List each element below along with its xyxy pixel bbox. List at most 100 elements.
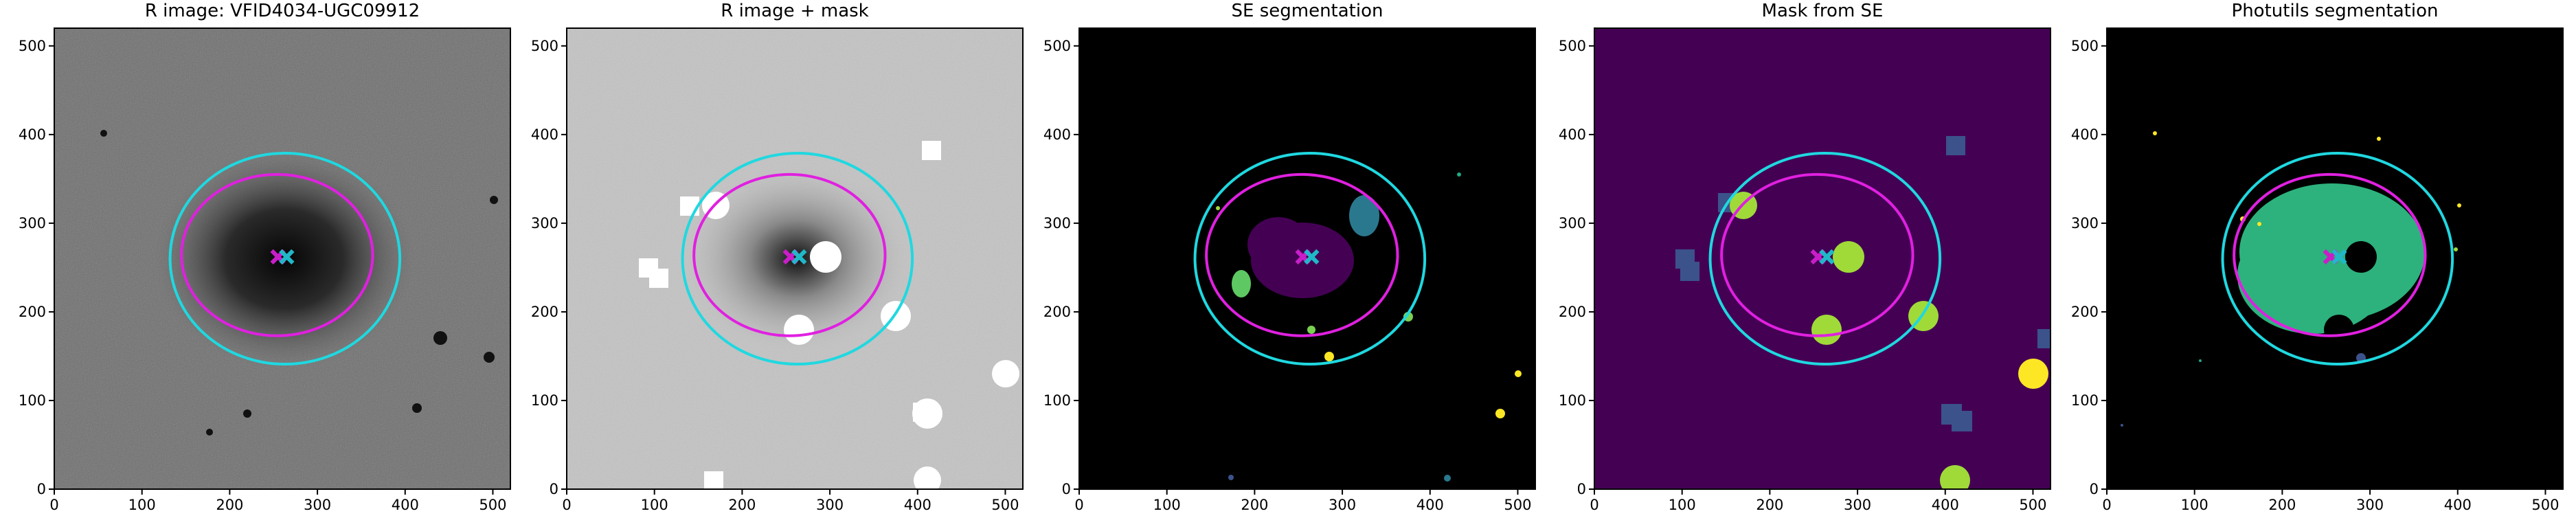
segment bbox=[1349, 195, 1379, 236]
aperture-ellipse bbox=[2221, 151, 2454, 366]
center-marker bbox=[1819, 249, 1835, 265]
panel-title: R image + mask bbox=[721, 1, 869, 21]
y-tick-label: 100 bbox=[1043, 392, 1071, 409]
x-tick-label: 0 bbox=[2102, 497, 2111, 513]
x-tick-label: 200 bbox=[728, 497, 756, 513]
aperture-ellipse bbox=[168, 151, 402, 366]
y-tick-label: 0 bbox=[37, 481, 46, 497]
aperture-ellipse bbox=[692, 172, 887, 337]
y-tick-label: 0 bbox=[1577, 481, 1586, 497]
image-panel bbox=[2107, 28, 2563, 489]
segment bbox=[2237, 217, 2388, 334]
y-tick-label: 0 bbox=[2090, 481, 2099, 497]
x-tick-label: 0 bbox=[562, 497, 571, 513]
y-tick-label: 100 bbox=[19, 392, 46, 409]
x-tick-label: 300 bbox=[816, 497, 844, 513]
x-tick-label: 100 bbox=[128, 497, 156, 513]
y-tick-label: 200 bbox=[1043, 304, 1071, 320]
center-marker bbox=[791, 249, 807, 265]
x-tick-label: 0 bbox=[1590, 497, 1598, 513]
y-tick-label: 0 bbox=[1062, 481, 1071, 497]
center-marker bbox=[2331, 249, 2347, 265]
x-tick-label: 300 bbox=[1329, 497, 1356, 513]
axes-frame bbox=[54, 27, 511, 490]
x-tick-label: 0 bbox=[1074, 497, 1083, 513]
y-tick-label: 200 bbox=[2071, 304, 2099, 320]
x-tick-label: 200 bbox=[2268, 497, 2296, 513]
mask-circles bbox=[1730, 192, 1970, 489]
center-marker bbox=[1304, 249, 1320, 265]
segment bbox=[1232, 270, 1251, 297]
y-tick-label: 100 bbox=[2071, 392, 2099, 409]
masked-hole bbox=[2345, 241, 2377, 273]
mask-boxes bbox=[1675, 136, 2050, 431]
y-tick-label: 0 bbox=[550, 481, 558, 497]
panel-title: R image: VFID4034-UGC09912 bbox=[145, 1, 420, 21]
x-tick-label: 100 bbox=[1153, 497, 1181, 513]
x-tick-label: 400 bbox=[904, 497, 931, 513]
panel-title: Mask from SE bbox=[1762, 1, 1884, 21]
aperture-ellipse bbox=[1193, 151, 1427, 366]
x-tick-label: 200 bbox=[216, 497, 243, 513]
y-tick-label: 500 bbox=[2071, 38, 2099, 54]
x-tick-label: 400 bbox=[2444, 497, 2472, 513]
x-tick-label: 500 bbox=[2019, 497, 2046, 513]
segment bbox=[1247, 217, 1309, 272]
x-tick-label: 0 bbox=[49, 497, 58, 513]
y-tick-label: 300 bbox=[531, 215, 558, 232]
x-tick-label: 300 bbox=[1844, 497, 1871, 513]
axes-frame bbox=[2106, 27, 2564, 490]
stars bbox=[100, 130, 498, 436]
aperture-ellipse bbox=[681, 151, 914, 366]
aperture-ellipse bbox=[2233, 172, 2427, 337]
y-tick-label: 200 bbox=[1559, 304, 1586, 320]
x-tick-label: 500 bbox=[479, 497, 506, 513]
panel-title: Photutils segmentation bbox=[2232, 1, 2439, 21]
image-panel bbox=[567, 28, 1023, 489]
y-tick-label: 100 bbox=[1559, 392, 1586, 409]
small-segments bbox=[1216, 172, 1522, 482]
x-tick-label: 400 bbox=[392, 497, 419, 513]
aperture-ellipse bbox=[180, 172, 374, 337]
x-tick-label: 300 bbox=[2356, 497, 2384, 513]
y-tick-label: 300 bbox=[1559, 215, 1586, 232]
mask-circle bbox=[2018, 359, 2048, 389]
y-tick-label: 500 bbox=[1559, 38, 1586, 54]
x-tick-label: 100 bbox=[1669, 497, 1696, 513]
y-tick-label: 400 bbox=[19, 126, 46, 143]
x-tick-label: 500 bbox=[991, 497, 1019, 513]
x-tick-label: 500 bbox=[1504, 497, 1531, 513]
y-tick-label: 500 bbox=[531, 38, 558, 54]
x-tick-label: 100 bbox=[641, 497, 668, 513]
y-tick-label: 200 bbox=[531, 304, 558, 320]
y-tick-label: 500 bbox=[1043, 38, 1071, 54]
mask-regions bbox=[639, 141, 1019, 489]
aperture-ellipse bbox=[1720, 172, 1914, 337]
y-tick-label: 200 bbox=[19, 304, 46, 320]
aperture-ellipse bbox=[1708, 151, 1942, 366]
y-tick-label: 300 bbox=[2071, 215, 2099, 232]
center-marker bbox=[279, 249, 295, 265]
y-tick-label: 400 bbox=[1043, 126, 1071, 143]
axes-frame bbox=[1594, 27, 2051, 490]
aperture-ellipse bbox=[1205, 172, 1399, 337]
y-tick-label: 300 bbox=[19, 215, 46, 232]
axes-frame bbox=[566, 27, 1024, 490]
axes-frame bbox=[1078, 27, 1536, 490]
y-tick-label: 500 bbox=[19, 38, 46, 54]
x-tick-label: 300 bbox=[304, 497, 331, 513]
y-tick-label: 400 bbox=[1559, 126, 1586, 143]
panel-title: SE segmentation bbox=[1232, 1, 1383, 21]
x-tick-label: 400 bbox=[1416, 497, 1444, 513]
x-tick-label: 100 bbox=[2181, 497, 2208, 513]
x-tick-label: 200 bbox=[1756, 497, 1783, 513]
masked-hole bbox=[2324, 315, 2354, 345]
y-tick-label: 400 bbox=[531, 126, 558, 143]
y-tick-label: 300 bbox=[1043, 215, 1071, 232]
x-tick-label: 500 bbox=[2531, 497, 2559, 513]
y-tick-label: 400 bbox=[2071, 126, 2099, 143]
x-tick-label: 200 bbox=[1241, 497, 1268, 513]
y-tick-label: 100 bbox=[531, 392, 558, 409]
